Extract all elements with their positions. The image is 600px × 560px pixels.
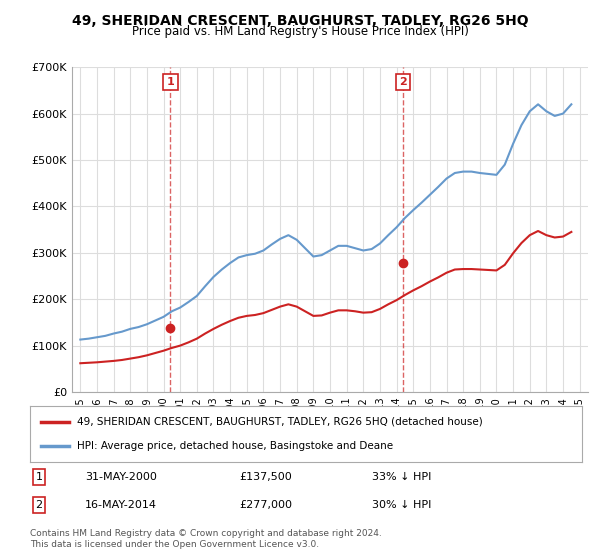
Text: Price paid vs. HM Land Registry's House Price Index (HPI): Price paid vs. HM Land Registry's House …: [131, 25, 469, 38]
Text: 30% ↓ HPI: 30% ↓ HPI: [372, 500, 431, 510]
Text: 33% ↓ HPI: 33% ↓ HPI: [372, 472, 431, 482]
Text: Contains HM Land Registry data © Crown copyright and database right 2024.
This d: Contains HM Land Registry data © Crown c…: [30, 529, 382, 549]
Text: 1: 1: [166, 77, 174, 87]
Text: 16-MAY-2014: 16-MAY-2014: [85, 500, 157, 510]
Text: 1: 1: [35, 472, 43, 482]
Text: 49, SHERIDAN CRESCENT, BAUGHURST, TADLEY, RG26 5HQ (detached house): 49, SHERIDAN CRESCENT, BAUGHURST, TADLEY…: [77, 417, 482, 427]
Text: HPI: Average price, detached house, Basingstoke and Deane: HPI: Average price, detached house, Basi…: [77, 441, 393, 451]
Text: 2: 2: [399, 77, 407, 87]
Text: 49, SHERIDAN CRESCENT, BAUGHURST, TADLEY, RG26 5HQ: 49, SHERIDAN CRESCENT, BAUGHURST, TADLEY…: [71, 14, 529, 28]
Text: £137,500: £137,500: [240, 472, 293, 482]
Text: 2: 2: [35, 500, 43, 510]
Text: 31-MAY-2000: 31-MAY-2000: [85, 472, 157, 482]
Text: £277,000: £277,000: [240, 500, 293, 510]
